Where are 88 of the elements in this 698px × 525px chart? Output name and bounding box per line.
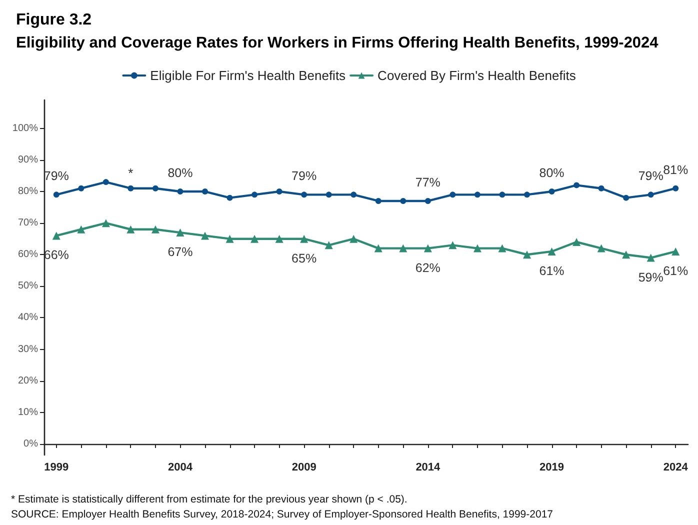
- point: [301, 192, 308, 198]
- point: [324, 241, 333, 250]
- point: [424, 198, 431, 204]
- point: [152, 185, 158, 192]
- legend-label: Eligible For Firm's Health Benefits: [150, 68, 346, 83]
- point: [374, 244, 382, 252]
- data-label: 80%: [168, 166, 193, 180]
- point: [448, 241, 457, 250]
- data-label: 61%: [539, 264, 564, 278]
- point: [499, 192, 506, 198]
- data-label: 59%: [638, 270, 664, 284]
- point: [498, 244, 506, 252]
- point: [275, 234, 284, 243]
- point: [375, 198, 382, 204]
- y-tick-label: 60%: [18, 249, 38, 260]
- x-tick-label: 1999: [44, 462, 69, 474]
- data-label: 65%: [292, 251, 317, 266]
- point: [524, 192, 530, 198]
- point: [177, 188, 184, 195]
- point: [126, 225, 135, 234]
- point: [201, 232, 209, 240]
- point: [672, 185, 679, 192]
- source-note: SOURCE: Employer Health Benefits Survey, 2018-2024; Survey of Employer-Sponsored Health Benefits, 1999-2017: [11, 508, 554, 520]
- point: [574, 182, 580, 188]
- y-tick-label: 100%: [12, 122, 38, 134]
- point: [326, 192, 332, 198]
- x-tick-label: 2009: [292, 462, 316, 474]
- point: [672, 247, 680, 256]
- point: [226, 194, 233, 201]
- point: [78, 185, 84, 192]
- point: [300, 234, 308, 243]
- data-label: 62%: [415, 260, 440, 275]
- point: [53, 192, 60, 198]
- point: [102, 219, 110, 228]
- point: [202, 188, 208, 195]
- point: [622, 250, 630, 259]
- x-tick-label: 2024: [663, 462, 689, 474]
- y-tick-label: 50%: [18, 280, 38, 292]
- y-tick-label: 40%: [18, 312, 38, 324]
- point: [648, 192, 654, 198]
- text: * Estimate is statistically different from estimate for the previous year shown (p < .05).: [11, 494, 408, 506]
- data-label: 81%: [663, 162, 688, 177]
- data-label: 77%: [415, 175, 440, 190]
- y-tick-label: 0%: [24, 438, 38, 450]
- y-tick-label: 30%: [18, 344, 38, 355]
- point: [597, 244, 606, 252]
- point: [424, 244, 432, 252]
- data-label: 61%: [663, 264, 688, 278]
- point: [646, 254, 655, 262]
- point: [474, 192, 480, 198]
- y-tick-label: 20%: [18, 375, 38, 386]
- data-label: 79%: [292, 169, 317, 184]
- chart-subtitle: Eligibility and Coverage Rates for Workers in Firms Offering Health Benefits, 1999-2024: [16, 34, 659, 52]
- point: [252, 192, 258, 198]
- chart-title: Figure 3.2: [16, 12, 92, 28]
- legend-label: Covered By Firm's Health Benefits: [378, 68, 576, 83]
- point: [572, 238, 581, 246]
- point: [350, 234, 358, 243]
- point: [623, 194, 630, 201]
- point: [400, 198, 406, 204]
- point: [523, 250, 531, 259]
- point: [77, 225, 86, 234]
- point: [548, 188, 555, 195]
- point: [399, 244, 408, 252]
- point: [548, 247, 556, 256]
- data-label: 67%: [168, 245, 193, 260]
- point: [350, 192, 357, 198]
- data-label: 79%: [638, 169, 664, 184]
- x-tick-label: 2004: [168, 462, 194, 474]
- point: [128, 185, 134, 192]
- annotation: *: [128, 165, 134, 180]
- data-label: 80%: [539, 166, 564, 180]
- y-tick-label: 10%: [18, 406, 38, 418]
- point: [598, 185, 604, 192]
- point: [176, 228, 184, 237]
- point: [102, 179, 109, 186]
- point: [276, 188, 282, 195]
- y-tick-label: 70%: [18, 218, 38, 229]
- point: [250, 234, 259, 243]
- point: [226, 234, 234, 243]
- x-tick-label: 2014: [416, 462, 442, 474]
- point: [52, 232, 60, 240]
- y-tick-label: 80%: [18, 186, 38, 198]
- x-tick-label: 2019: [540, 462, 564, 474]
- point: [450, 192, 456, 198]
- point: [151, 225, 160, 234]
- point: [473, 244, 482, 252]
- y-tick-label: 90%: [18, 154, 38, 166]
